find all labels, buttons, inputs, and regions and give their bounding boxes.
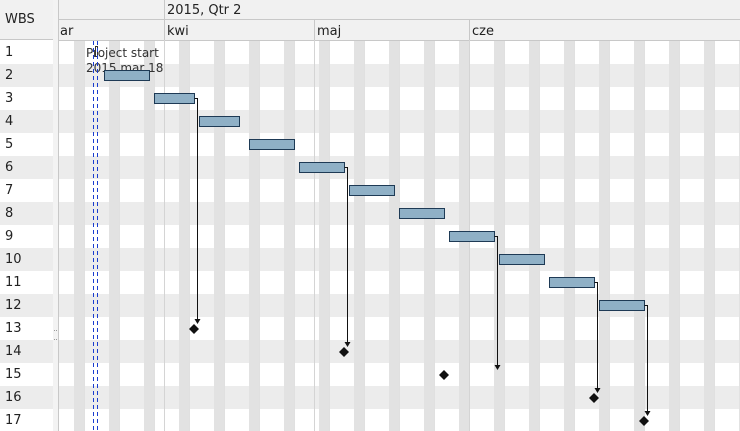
wbs-row-2[interactable]: 2: [0, 64, 53, 87]
wbs-row-1[interactable]: 1: [0, 41, 53, 64]
task-bar-5[interactable]: [249, 139, 295, 150]
milestone-diamond-17[interactable]: [639, 416, 649, 426]
wbs-number: 17: [5, 413, 22, 428]
wbs-row-8[interactable]: 8: [0, 202, 53, 225]
wbs-number: 9: [5, 229, 14, 244]
wbs-number: 16: [5, 390, 22, 405]
wbs-row-7[interactable]: 7: [0, 179, 53, 202]
weekend-band: [634, 41, 644, 431]
weekend-band: [424, 41, 434, 431]
task-bar-2[interactable]: [104, 70, 150, 81]
task-bar-6[interactable]: [299, 162, 345, 173]
milestone-diamond-15[interactable]: [439, 370, 449, 380]
dependency-link: [194, 98, 198, 320]
weekend-band: [494, 41, 504, 431]
task-bar-9[interactable]: [449, 231, 495, 242]
milestone-diamond-16[interactable]: [589, 393, 599, 403]
wbs-row-9[interactable]: 9: [0, 225, 53, 248]
wbs-row-3[interactable]: 3: [0, 87, 53, 110]
wbs-number: 2: [5, 68, 14, 83]
weekend-band: [109, 41, 119, 431]
milestone-diamond-13[interactable]: [189, 324, 199, 334]
wbs-row-4[interactable]: 4: [0, 110, 53, 133]
wbs-number: 1: [5, 45, 14, 60]
task-bar-12[interactable]: [599, 300, 645, 311]
panel-splitter[interactable]: [53, 0, 59, 431]
weekend-band: [354, 41, 364, 431]
dependency-arrow-icon: [644, 411, 651, 416]
project-start-label: Project start: [86, 46, 159, 60]
dependency-link: [344, 167, 348, 343]
task-bar-10[interactable]: [499, 254, 545, 265]
dependency-arrow-icon: [344, 342, 351, 347]
weekend-band: [389, 41, 399, 431]
task-bar-11[interactable]: [549, 277, 595, 288]
milestone-diamond-14[interactable]: [339, 347, 349, 357]
wbs-number: 4: [5, 114, 14, 129]
wbs-panel: WBS 1 2 3 4 5 6 7 8 9 10 11 12 13 14 15 16 17: [0, 0, 54, 431]
weekend-band: [704, 41, 714, 431]
wbs-row-13[interactable]: 13: [0, 317, 53, 340]
task-bar-4[interactable]: [199, 116, 240, 127]
wbs-row-11[interactable]: 11: [0, 271, 53, 294]
dependency-link: [594, 282, 598, 389]
wbs-column-header[interactable]: WBS: [0, 0, 53, 40]
task-bar-8[interactable]: [399, 208, 445, 219]
weekend-band: [284, 41, 294, 431]
wbs-row-5[interactable]: 5: [0, 133, 53, 156]
wbs-number: 10: [5, 252, 22, 267]
wbs-header-label: WBS: [5, 12, 35, 27]
weekend-band: [319, 41, 329, 431]
wbs-row-14[interactable]: 14: [0, 340, 53, 363]
weekend-band: [179, 41, 189, 431]
wbs-number: 13: [5, 321, 22, 336]
weekend-band: [564, 41, 574, 431]
wbs-number: 8: [5, 206, 14, 221]
wbs-number: 5: [5, 137, 14, 152]
wbs-number: 12: [5, 298, 22, 313]
wbs-number: 7: [5, 183, 14, 198]
weekend-band: [529, 41, 539, 431]
wbs-row-6[interactable]: 6: [0, 156, 53, 179]
gantt-chart[interactable]: 2015, Qtr 2 ar kwi maj cze Project start 2015 …: [59, 0, 740, 431]
weekend-band: [669, 41, 679, 431]
dependency-arrow-icon: [494, 365, 501, 370]
wbs-row-12[interactable]: 12: [0, 294, 53, 317]
dependency-arrow-icon: [194, 319, 201, 324]
dependency-link: [494, 236, 498, 366]
wbs-row-10[interactable]: 10: [0, 248, 53, 271]
dependency-link: [644, 305, 648, 412]
wbs-number: 14: [5, 344, 22, 359]
weekend-band: [214, 41, 224, 431]
wbs-number: 15: [5, 367, 22, 382]
month-label-0: ar: [60, 24, 74, 39]
splitter-grip-icon[interactable]: [54, 330, 57, 340]
dependency-arrow-icon: [594, 388, 601, 393]
wbs-number: 3: [5, 91, 14, 106]
weekend-band: [599, 41, 609, 431]
weekend-band: [144, 41, 154, 431]
month-label-3: cze: [472, 24, 494, 39]
month-label-2: maj: [317, 24, 341, 39]
wbs-row-17[interactable]: 17: [0, 409, 53, 431]
weekend-band: [74, 41, 84, 431]
month-label-1: kwi: [167, 24, 189, 39]
wbs-number: 11: [5, 275, 22, 290]
weekend-band: [249, 41, 259, 431]
wbs-row-15[interactable]: 15: [0, 363, 53, 386]
wbs-number: 6: [5, 160, 14, 175]
task-bar-7[interactable]: [349, 185, 395, 196]
quarter-label: 2015, Qtr 2: [167, 3, 241, 18]
task-bar-3[interactable]: [154, 93, 195, 104]
wbs-row-16[interactable]: 16: [0, 386, 53, 409]
